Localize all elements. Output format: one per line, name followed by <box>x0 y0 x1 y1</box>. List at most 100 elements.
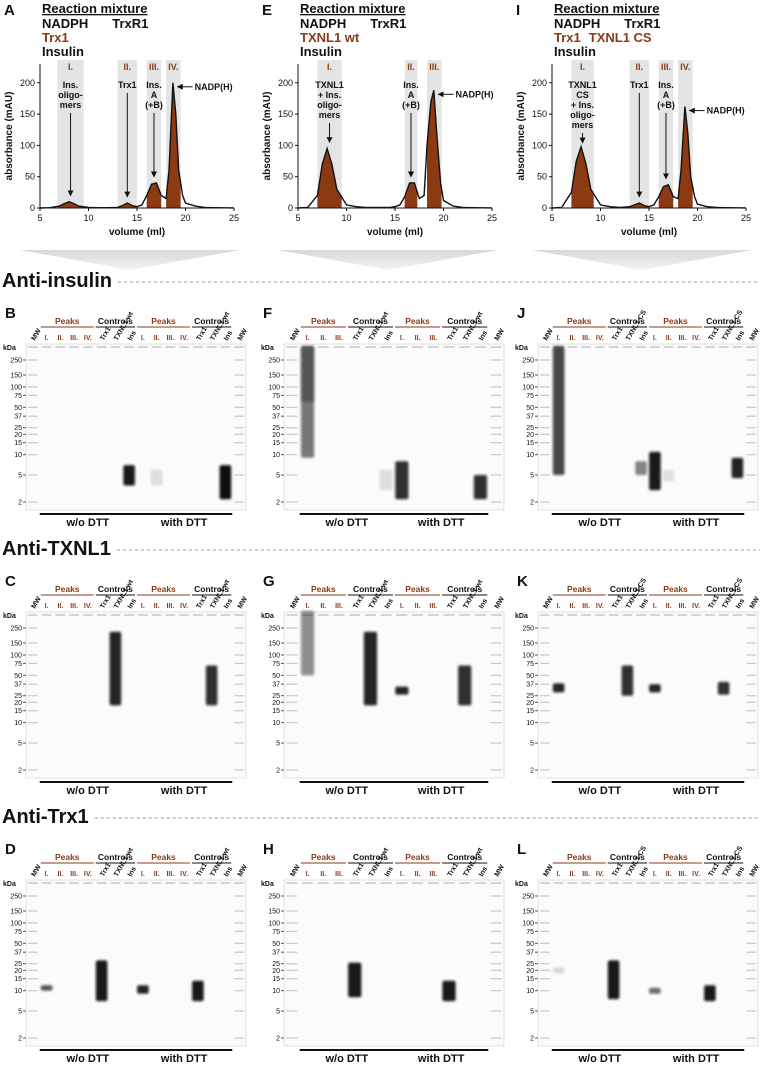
lane-label: III. <box>335 871 343 878</box>
peak-note: NADP(H) <box>195 82 233 92</box>
marker-label: 150 <box>10 641 22 648</box>
mixture-component: NADPH <box>300 16 346 31</box>
band <box>458 665 472 706</box>
marker-label: 100 <box>10 920 22 927</box>
mixture-component: NADPH <box>42 16 88 31</box>
lane-group: Peaks <box>55 584 80 594</box>
x-tick-label: 5 <box>295 213 300 223</box>
kda-label: kDa <box>515 881 528 888</box>
marker-label: 15 <box>14 708 22 715</box>
peak-note: (+B) <box>657 100 675 110</box>
marker-label: 75 <box>14 661 22 668</box>
peak-note: Ins. <box>146 80 162 90</box>
lane-group: Controls <box>610 852 645 862</box>
lane-group: Controls <box>98 316 133 326</box>
lane-label: Ins <box>223 330 234 342</box>
kda-label: kDa <box>3 613 16 620</box>
lane-label: MW <box>237 863 249 878</box>
lane-group: Peaks <box>311 316 336 326</box>
mixture-component: TrxR1 <box>624 16 660 31</box>
y-axis-label: absorbance (mAU) <box>516 92 527 181</box>
lane-label: IV. <box>84 335 92 342</box>
peak-note: Trx1 <box>630 80 649 90</box>
peak-note: + Ins. <box>571 100 594 110</box>
lane-label: Ins <box>223 866 234 878</box>
band <box>219 465 232 500</box>
region-label: III. <box>661 62 671 72</box>
marker-label: 2 <box>18 500 22 507</box>
marker-label: 10 <box>14 720 22 727</box>
lane-label: Ins <box>478 598 489 610</box>
lane-label: III. <box>166 871 174 878</box>
marker-label: 150 <box>268 641 280 648</box>
band <box>348 962 362 998</box>
condition-label: with DTT <box>672 1053 720 1065</box>
marker-label: 10 <box>272 720 280 727</box>
lane-group: Controls <box>610 584 645 594</box>
band <box>717 681 730 695</box>
region-label: I. <box>580 62 585 72</box>
marker-label: 250 <box>10 894 22 901</box>
x-axis-label: volume (ml) <box>109 227 165 238</box>
marker-label: 37 <box>14 682 22 689</box>
x-tick-label: 15 <box>390 213 400 223</box>
lane-group: Controls <box>353 584 388 594</box>
marker-label: 100 <box>268 920 280 927</box>
marker-label: 2 <box>18 768 22 775</box>
peak-note: TXNL1 <box>568 80 597 90</box>
lane-label: MW <box>494 327 506 342</box>
condition-label: w/o DTT <box>65 1053 109 1065</box>
lane-label: IV. <box>692 335 700 342</box>
marker-label: 150 <box>10 373 22 380</box>
region-label: II. <box>407 62 415 72</box>
peak-note: (+B) <box>402 100 420 110</box>
x-tick-label: 20 <box>438 213 448 223</box>
lane-group: Controls <box>194 316 229 326</box>
lane-label: III. <box>678 871 686 878</box>
lane-label: I. <box>141 871 145 878</box>
membrane <box>283 343 505 511</box>
condition-label: with DTT <box>672 785 720 797</box>
peak-note: mers <box>572 120 594 130</box>
trace-line <box>297 90 493 209</box>
marker-label: 75 <box>526 661 534 668</box>
lane-group: Peaks <box>311 584 336 594</box>
band <box>109 631 122 706</box>
condition-label: w/o DTT <box>577 1053 621 1065</box>
condition-label: with DTT <box>160 517 208 529</box>
peak-note: Ins. <box>63 80 79 90</box>
band <box>395 686 409 695</box>
marker-label: 75 <box>272 661 280 668</box>
lane-group: Peaks <box>55 316 80 326</box>
y-tick-label: 0 <box>288 203 293 213</box>
marker-label: 25 <box>14 693 22 700</box>
lane-label: Ins <box>735 598 746 610</box>
lane-label: IV. <box>180 603 188 610</box>
lane-group: Controls <box>353 852 388 862</box>
lane-label: II. <box>154 603 160 610</box>
mixture-component: Trx1 <box>554 30 581 45</box>
lane-group: Controls <box>98 584 133 594</box>
marker-label: 50 <box>272 405 280 412</box>
lane-group: Peaks <box>151 852 176 862</box>
lane-label: I. <box>141 603 145 610</box>
panel-letter: D <box>5 841 16 858</box>
peak-note: A <box>663 90 670 100</box>
band <box>607 960 620 1000</box>
lane-label: III. <box>70 871 78 878</box>
band <box>635 461 647 476</box>
lane-group: Controls <box>706 584 741 594</box>
panel-letter: C <box>5 573 16 590</box>
band <box>300 610 315 676</box>
panel-letter: I <box>516 2 520 19</box>
lane-label: II. <box>154 335 160 342</box>
marker-label: 25 <box>272 425 280 432</box>
lane-group: Controls <box>447 316 482 326</box>
condition-label: w/o DTT <box>577 517 621 529</box>
marker-label: 15 <box>526 976 534 983</box>
y-tick-label: 0 <box>542 203 547 213</box>
marker-label: 37 <box>526 414 534 421</box>
band <box>123 465 135 486</box>
lane-label: Trx1 <box>447 862 460 878</box>
